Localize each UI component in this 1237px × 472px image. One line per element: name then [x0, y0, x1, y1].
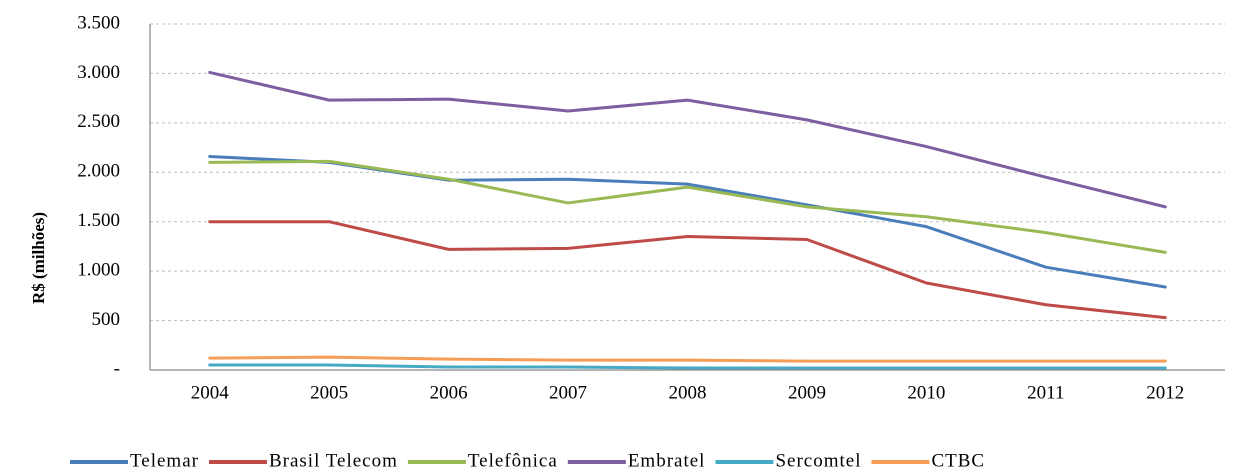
series-line — [208, 220, 1167, 320]
y-tick-label: 2.000 — [77, 161, 120, 182]
x-tick-label: 2009 — [788, 382, 826, 403]
y-tick-label: 500 — [92, 309, 121, 330]
x-tick-label: 2012 — [1146, 382, 1184, 403]
y-tick-label: 1.500 — [77, 210, 120, 231]
y-tick-label: 3.000 — [77, 62, 120, 83]
x-tick-label: 2010 — [907, 382, 945, 403]
legend-label: Sercomtel — [775, 450, 861, 471]
series-line — [208, 355, 1167, 363]
series-line — [208, 70, 1167, 209]
series-line — [208, 363, 1167, 370]
x-tick-label: 2006 — [430, 382, 468, 403]
legend-label: Embratel — [628, 450, 706, 471]
series-line — [208, 159, 1167, 254]
x-tick-label: 2007 — [549, 382, 587, 403]
y-tick-label: - — [114, 358, 120, 379]
legend-label: Brasil Telecom — [269, 450, 398, 471]
legend-label: Telefônica — [468, 450, 558, 471]
y-axis-label: R$ (milhões) — [29, 212, 48, 304]
y-tick-label: 2.500 — [77, 111, 120, 132]
x-tick-label: 2004 — [191, 382, 230, 403]
legend-label: Telemar — [130, 450, 199, 471]
y-tick-label: 1.000 — [77, 260, 120, 281]
x-tick-label: 2011 — [1027, 382, 1064, 403]
x-tick-label: 2005 — [310, 382, 348, 403]
y-tick-label: 3.500 — [77, 12, 120, 33]
legend-label: CTBC — [931, 450, 985, 471]
x-tick-label: 2008 — [669, 382, 707, 403]
